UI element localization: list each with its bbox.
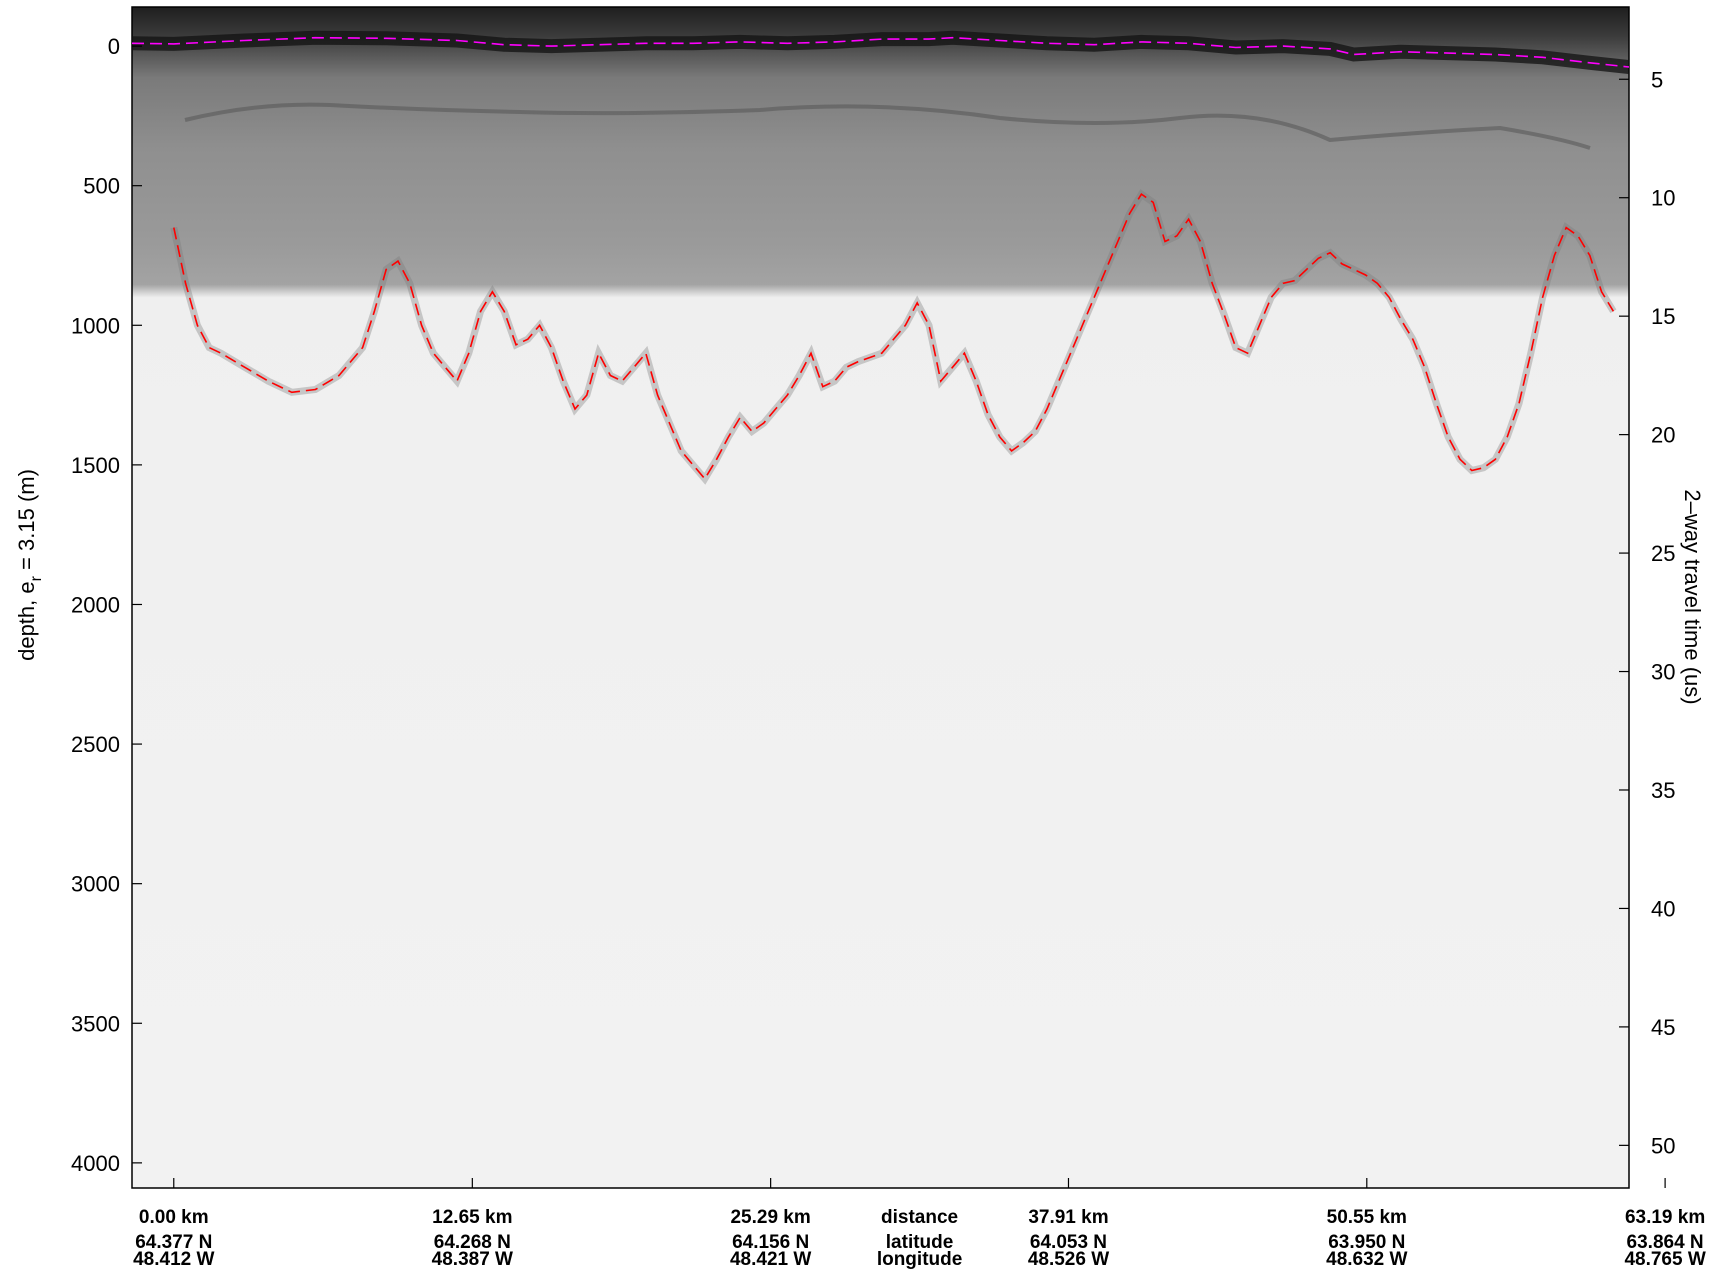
x-longitude-label: 48.412 W xyxy=(133,1249,214,1270)
x-legend-distance: distance xyxy=(881,1207,958,1228)
left-tick-label: 1000 xyxy=(71,313,120,338)
x-distance-label: 0.00 km xyxy=(139,1207,209,1228)
x-longitude-label: 48.632 W xyxy=(1326,1249,1407,1270)
right-tick-label: 35 xyxy=(1651,778,1675,803)
x-distance-label: 63.19 km xyxy=(1625,1207,1705,1228)
x-latitude-label: 64.156 N xyxy=(732,1232,809,1253)
left-axis-label-tail: = 3.15 (m) xyxy=(14,469,39,576)
bed-line xyxy=(173,192,1615,481)
right-tick-label: 15 xyxy=(1651,304,1675,329)
right-tick-label: 50 xyxy=(1651,1133,1675,1158)
right-tick-label: 10 xyxy=(1651,186,1675,211)
left-tick-label: 1500 xyxy=(71,453,120,478)
x-latitude-label: 63.950 N xyxy=(1328,1232,1405,1253)
left-axis-label-sub: r xyxy=(28,575,45,581)
x-latitude-label: 63.864 N xyxy=(1627,1232,1704,1253)
x-legend-latitude: latitude xyxy=(886,1232,954,1253)
right-tick-label: 40 xyxy=(1651,896,1675,921)
bed-trace xyxy=(170,189,1617,485)
x-longitude-label: 48.765 W xyxy=(1624,1249,1705,1270)
surface-trace xyxy=(132,30,1629,74)
x-distance-label: 25.29 km xyxy=(730,1207,810,1228)
x-longitude-label: 48.387 W xyxy=(432,1249,513,1270)
right-tick-label: 5 xyxy=(1651,67,1663,92)
left-tick-label: 500 xyxy=(83,174,120,199)
left-tick-label: 2500 xyxy=(71,732,120,757)
x-legend-longitude: longitude xyxy=(877,1249,962,1270)
radargram-image xyxy=(132,7,1629,1188)
x-latitude-label: 64.053 N xyxy=(1030,1232,1107,1253)
left-axis: 0 500 1000 1500 2000 2500 3000 3500 4000 xyxy=(71,34,142,1176)
internal-layer xyxy=(184,102,1591,150)
x-latitude-label: 64.377 N xyxy=(135,1232,212,1253)
left-axis-label: depth, er = 3.15 (m) xyxy=(14,469,45,661)
x-latitude-label: 64.268 N xyxy=(434,1232,511,1253)
left-tick-label: 3000 xyxy=(71,872,120,897)
left-axis-label-main: depth, e xyxy=(14,581,39,661)
x-longitude-label: 48.421 W xyxy=(730,1249,811,1270)
surface-line xyxy=(132,36,1629,68)
x-longitude-label: 48.526 W xyxy=(1028,1249,1109,1270)
left-tick-label: 3500 xyxy=(71,1011,120,1036)
x-distance-label: 37.91 km xyxy=(1028,1207,1108,1228)
x-distance-label: 50.55 km xyxy=(1327,1207,1407,1228)
left-tick-label: 0 xyxy=(108,34,120,59)
right-tick-label: 45 xyxy=(1651,1015,1675,1040)
right-axis: 5 10 15 20 25 30 35 40 45 50 xyxy=(1619,67,1675,1158)
right-tick-label: 30 xyxy=(1651,660,1675,685)
plot-frame xyxy=(131,6,1630,1189)
left-tick-label: 2000 xyxy=(71,592,120,617)
radargram-background xyxy=(132,7,1629,1188)
right-tick-label: 25 xyxy=(1651,541,1675,566)
right-axis-label: 2–way travel time (us) xyxy=(1680,489,1705,704)
right-tick-label: 20 xyxy=(1651,423,1675,448)
left-tick-label: 4000 xyxy=(71,1151,120,1176)
bottom-axis xyxy=(173,1178,1666,1188)
x-distance-label: 12.65 km xyxy=(432,1207,512,1228)
